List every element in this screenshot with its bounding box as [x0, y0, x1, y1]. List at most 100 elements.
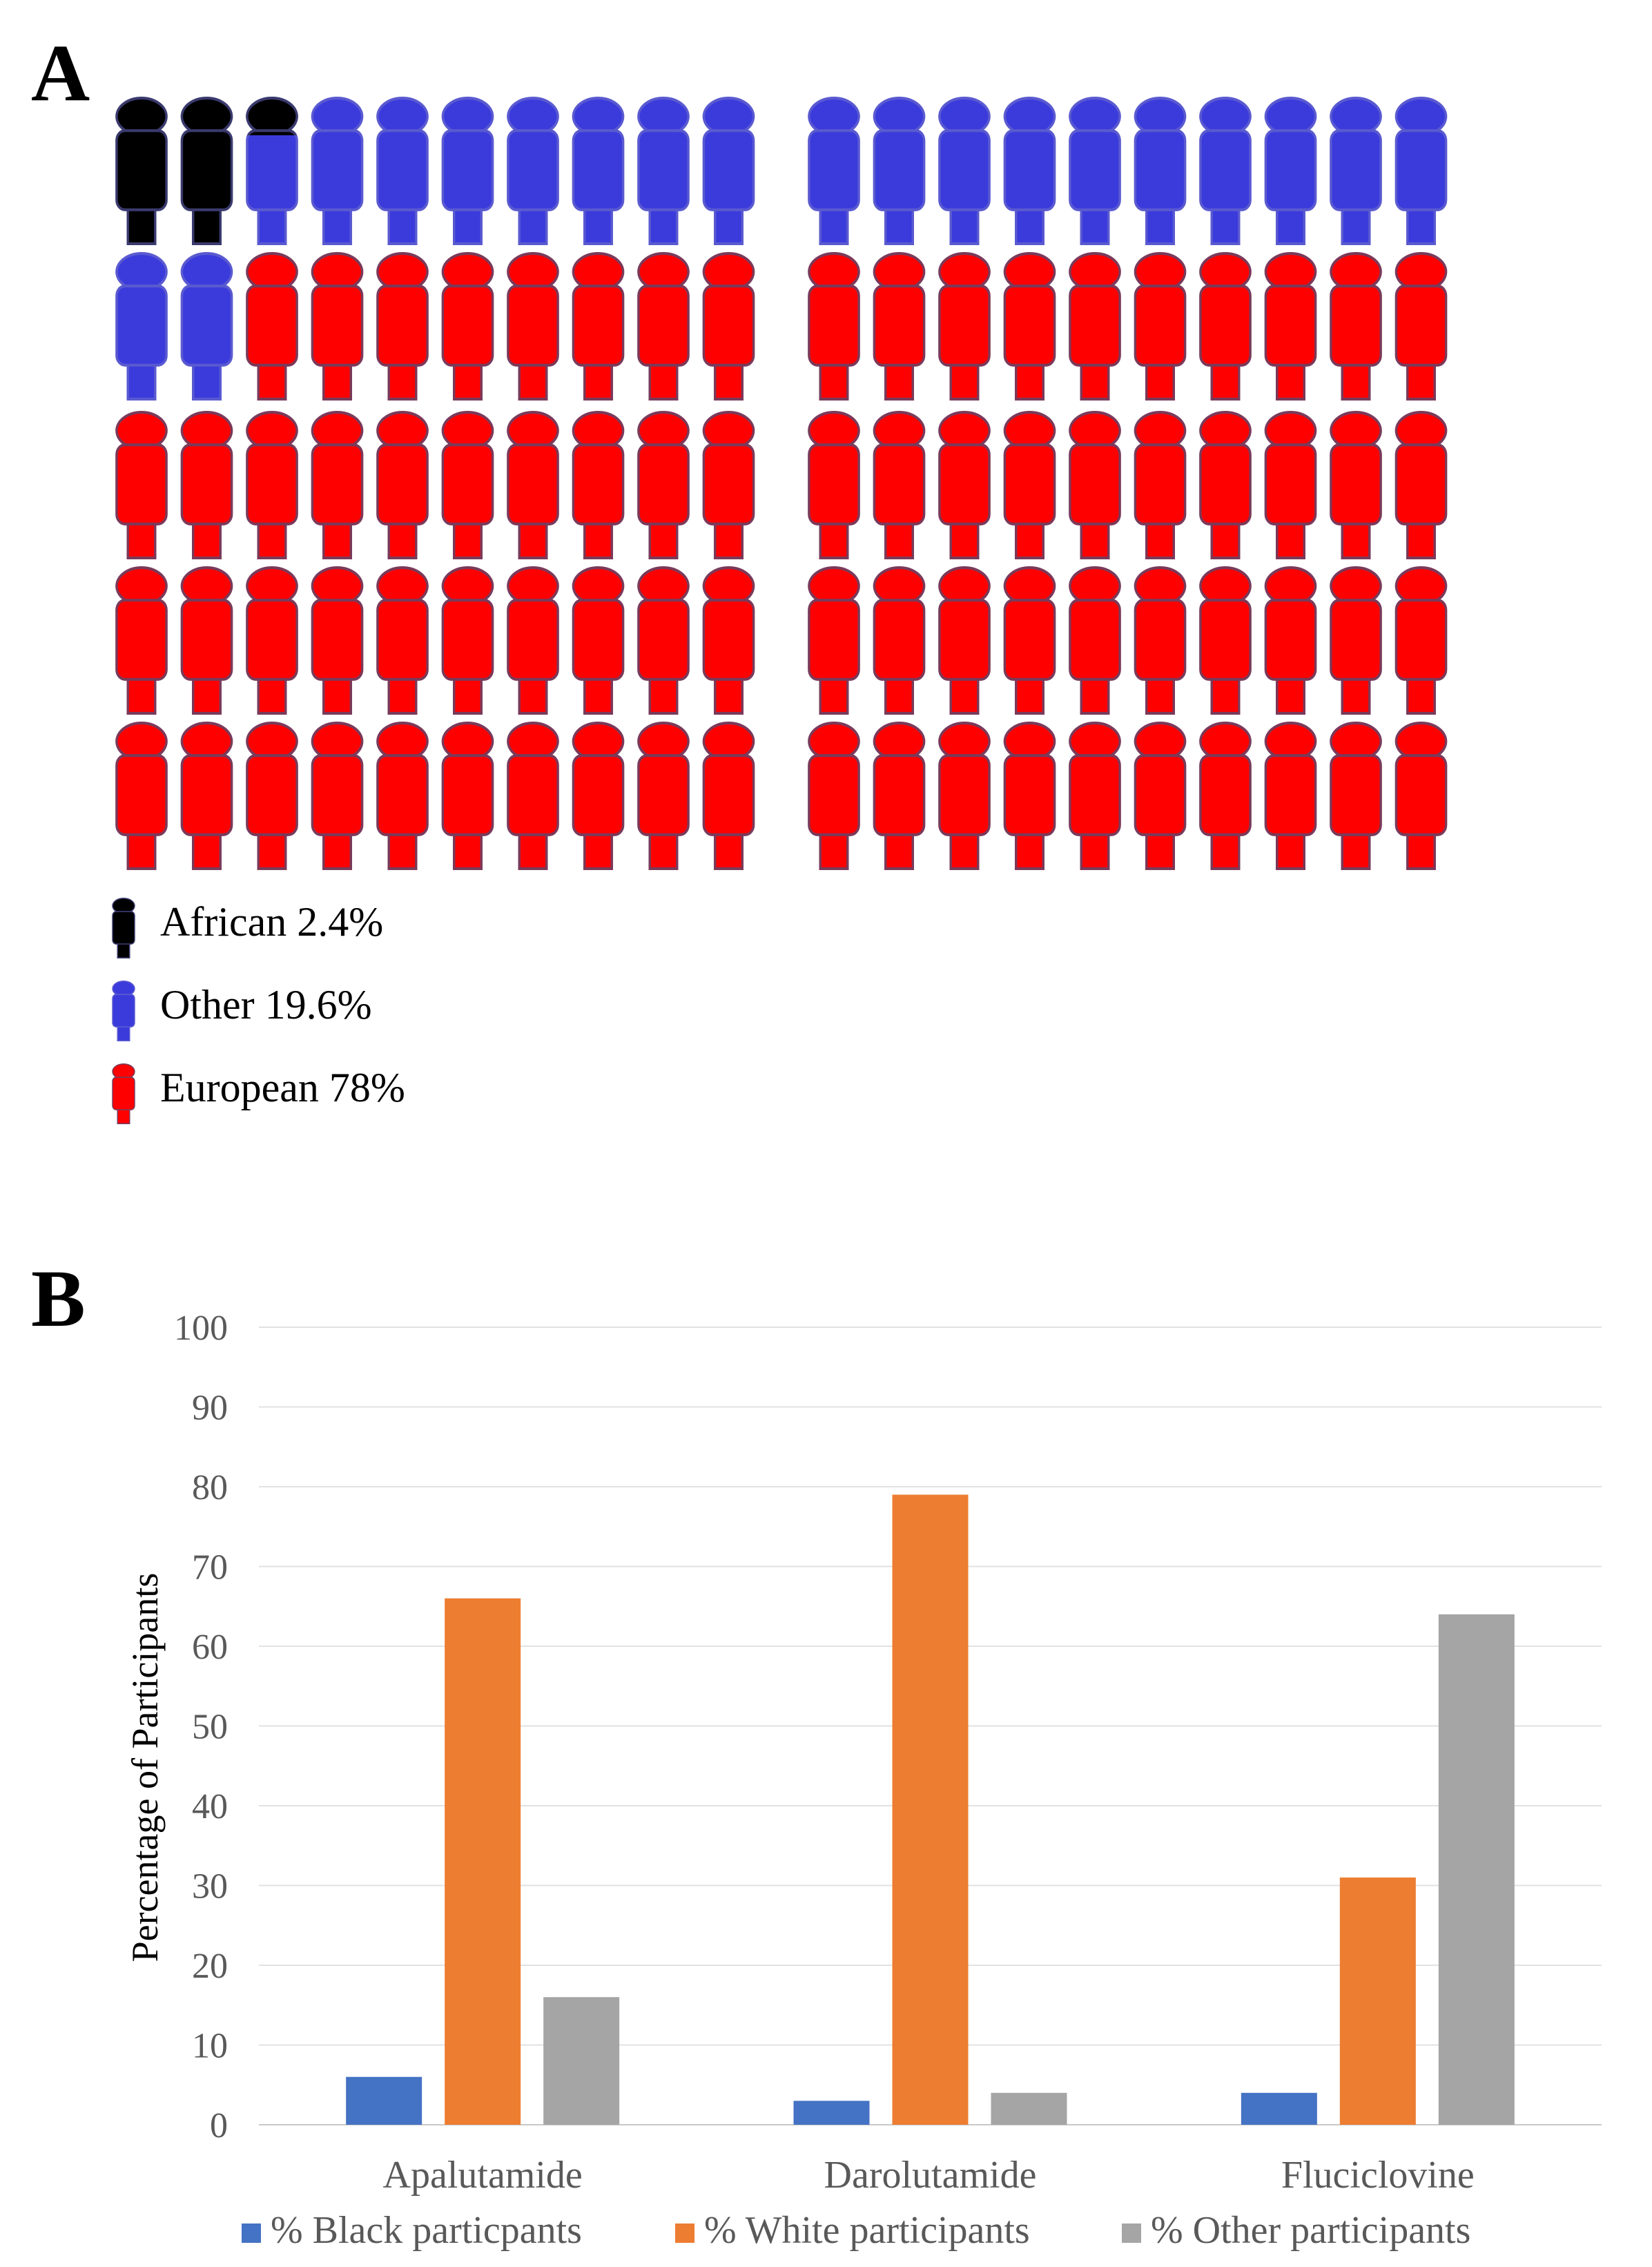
european-person-icon [441, 722, 494, 871]
european-person-icon [938, 252, 991, 401]
european-person-icon [376, 722, 429, 871]
bar-chart: 0 10 20 30 40 50 60 70 80 90 100 Percentage of Part… [124, 1309, 1602, 2252]
european-person-icon [637, 252, 690, 401]
european-person-icon [1003, 411, 1056, 560]
european-person-icon [808, 722, 860, 871]
x-tick-label: Darolutamide [824, 2154, 1037, 2197]
bar [892, 1494, 969, 2125]
european-person-icon [507, 566, 559, 715]
other-person-icon [180, 252, 233, 401]
african-person-icon [180, 97, 233, 246]
european-person-icon [507, 411, 559, 560]
european-person-icon [311, 411, 364, 560]
other-person-icon [1330, 97, 1382, 246]
european-person-icon [1069, 722, 1121, 871]
legend-item: % Other participants [1122, 2209, 1470, 2252]
other-person-icon [1395, 97, 1448, 246]
european-person-icon [1069, 252, 1121, 401]
european-person-icon [1330, 411, 1382, 560]
y-tick-label: 60 [192, 1628, 228, 1667]
other-person-icon [112, 981, 135, 1041]
bar [1241, 2092, 1317, 2125]
european-person-icon [246, 252, 298, 401]
european-person-icon [441, 566, 494, 715]
icon-legend: African 2.4% Other 19.6% European 78% [112, 898, 405, 1124]
legend-label-african: African 2.4% [160, 899, 383, 945]
european-person-icon [1330, 566, 1382, 715]
european-person-icon [1003, 252, 1056, 401]
african-person-icon [115, 97, 168, 246]
european-person-icon [246, 411, 298, 560]
other-person-icon [1134, 97, 1187, 246]
y-tick-label: 90 [192, 1389, 228, 1428]
european-person-icon [115, 722, 168, 871]
european-person-icon [115, 566, 168, 715]
other-person-icon [637, 97, 690, 246]
other-person-icon [1069, 97, 1121, 246]
european-person-icon [441, 252, 494, 401]
other-person-icon [507, 97, 559, 246]
other-person-icon [808, 97, 860, 246]
bar [793, 2101, 870, 2125]
split-person-icon [246, 97, 298, 246]
european-person-icon [808, 252, 860, 401]
european-person-icon [1134, 722, 1187, 871]
european-person-icon [572, 252, 625, 401]
european-person-icon [873, 411, 926, 560]
legend-label: % Other participants [1151, 2209, 1470, 2252]
european-person-icon [1134, 411, 1187, 560]
y-tick-label: 100 [174, 1309, 228, 1348]
panel-b-label: B [31, 1253, 86, 1344]
european-person-icon [180, 411, 233, 560]
european-person-icon [1395, 252, 1448, 401]
other-person-icon [1264, 97, 1317, 246]
european-person-icon [1134, 252, 1187, 401]
european-person-icon [1330, 252, 1382, 401]
european-person-icon [311, 722, 364, 871]
european-person-icon [702, 411, 755, 560]
european-person-icon [246, 566, 298, 715]
european-person-icon [311, 252, 364, 401]
european-person-icon [441, 411, 494, 560]
legend-label: % White participants [704, 2209, 1030, 2252]
european-person-icon [1069, 566, 1121, 715]
european-person-icon [1264, 566, 1317, 715]
european-person-icon [180, 722, 233, 871]
european-person-icon [702, 722, 755, 871]
y-axis-label: Percentage of Participants [124, 1573, 166, 1962]
european-person-icon [808, 566, 860, 715]
european-person-icon [1199, 566, 1252, 715]
european-person-icon [637, 722, 690, 871]
other-person-icon [311, 97, 364, 246]
bar [346, 2076, 422, 2125]
european-person-icon [938, 411, 991, 560]
european-person-icon [376, 252, 429, 401]
european-person-icon [112, 1063, 135, 1124]
european-person-icon [112, 1063, 135, 1124]
icon-array [115, 97, 1448, 871]
legend-label-european: European 78% [160, 1065, 405, 1110]
legend-swatch [675, 2223, 694, 2243]
x-tick-label: Fluciclovine [1281, 2154, 1475, 2197]
european-person-icon [507, 252, 559, 401]
european-person-icon [115, 411, 168, 560]
european-person-icon [702, 566, 755, 715]
y-tick-label: 10 [192, 2027, 228, 2066]
european-person-icon [572, 566, 625, 715]
european-person-icon [572, 411, 625, 560]
bar [543, 1997, 620, 2125]
european-person-icon [1199, 411, 1252, 560]
other-person-icon [1003, 97, 1056, 246]
panel-a-label: A [31, 28, 90, 118]
european-person-icon [376, 411, 429, 560]
european-person-icon [1264, 252, 1317, 401]
y-tick-label: 50 [192, 1708, 228, 1747]
european-person-icon [938, 722, 991, 871]
y-tick-label: 40 [192, 1787, 228, 1826]
legend-swatch [242, 2223, 261, 2243]
other-person-icon [115, 252, 168, 401]
european-person-icon [1395, 566, 1448, 715]
european-person-icon [180, 566, 233, 715]
legend-label-other: Other 19.6% [160, 982, 372, 1028]
